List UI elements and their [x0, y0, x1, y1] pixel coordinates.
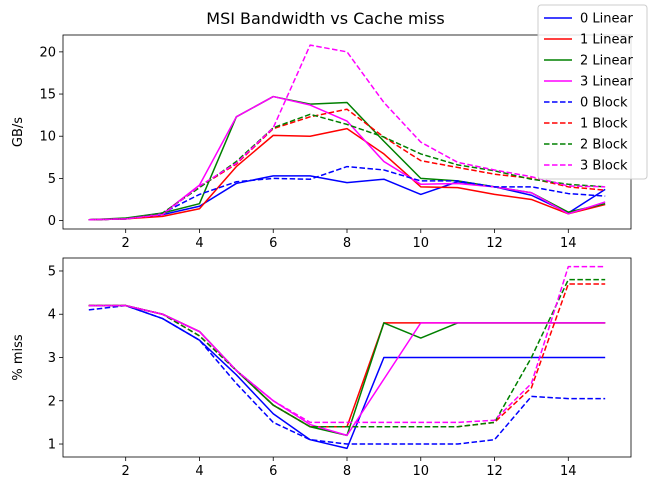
x-tick-label: 14	[560, 236, 577, 251]
y-tick-label: 10	[39, 130, 56, 145]
x-tick-label: 4	[195, 236, 203, 251]
y-tick-label: 5	[48, 172, 56, 187]
figure-title: MSI Bandwidth vs Cache miss	[206, 9, 444, 28]
series-line-4	[88, 304, 606, 445]
x-tick-label: 12	[486, 464, 503, 479]
chart-0: 2 4 6 8 10 12 14 0 5 10 15 20 GB/s 0 Linear 1 Linear 2 …	[11, 4, 648, 251]
series-line-6	[88, 278, 606, 428]
series-line-5	[88, 283, 606, 428]
legend-entry-3: 3 Linear	[580, 75, 633, 90]
x-tick-label: 4	[195, 464, 203, 479]
x-tick-label: 2	[122, 236, 130, 251]
y-axis-label: GB/s	[11, 117, 26, 147]
series-line-1	[88, 127, 606, 221]
series-line-4	[88, 165, 606, 221]
y-tick-label: 2	[48, 394, 56, 409]
y-tick-label: 20	[39, 45, 56, 60]
legend-entry-6: 2 Block	[580, 138, 628, 153]
series-line-0	[88, 175, 606, 221]
legend-entry-5: 1 Block	[580, 117, 628, 132]
legend-box	[537, 4, 648, 180]
y-tick-label: 4	[48, 308, 56, 323]
x-tick-label: 12	[486, 236, 503, 251]
legend-entry-0: 0 Linear	[580, 12, 633, 27]
x-tick-label: 8	[343, 464, 351, 479]
y-tick-label: 3	[48, 351, 56, 366]
y-tick-label: 15	[39, 88, 56, 103]
legend-entry-4: 0 Block	[580, 96, 628, 111]
x-tick-label: 10	[412, 464, 429, 479]
series-line-7	[88, 265, 606, 424]
legend: 0 Linear 1 Linear 2 Linear 3 Linear 0 Block 1…	[537, 4, 648, 180]
x-tick-label: 10	[412, 236, 429, 251]
legend-entry-7: 3 Block	[580, 159, 628, 174]
series-line-7	[88, 44, 606, 221]
x-tick-label: 6	[269, 464, 277, 479]
series-line-2	[88, 95, 606, 221]
series-line-3	[88, 95, 606, 221]
x-tick-label: 8	[343, 236, 351, 251]
x-tick-label: 6	[269, 236, 277, 251]
y-tick-label: 1	[48, 438, 56, 453]
x-tick-label: 2	[122, 464, 130, 479]
y-axis-label: % miss	[11, 334, 26, 381]
legend-entry-1: 1 Linear	[580, 33, 633, 48]
series-line-1	[88, 304, 606, 428]
legend-entry-2: 2 Linear	[580, 54, 633, 69]
series-line-2	[88, 304, 606, 437]
x-tick-label: 14	[560, 464, 577, 479]
series-line-5	[88, 108, 606, 221]
y-tick-label: 0	[48, 214, 56, 229]
series-line-3	[88, 304, 606, 437]
y-tick-label: 5	[48, 264, 56, 279]
